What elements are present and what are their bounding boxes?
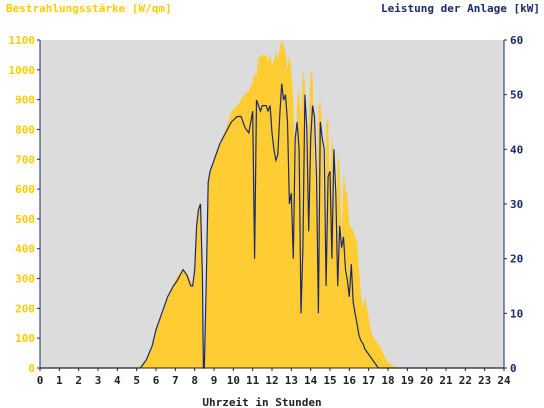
y-left-tick-label: 400 bbox=[15, 243, 35, 256]
x-tick-label: 19 bbox=[401, 374, 414, 387]
x-tick-label: 17 bbox=[362, 374, 375, 387]
irradiance-area bbox=[40, 40, 504, 368]
x-tick-label: 12 bbox=[265, 374, 278, 387]
x-axis-label: Uhrzeit in Stunden bbox=[202, 396, 321, 408]
x-tick-label: 7 bbox=[172, 374, 179, 387]
y-right-tick-label: 50 bbox=[510, 89, 523, 102]
y-left-tick-label: 200 bbox=[15, 302, 35, 315]
x-tick-label: 16 bbox=[343, 374, 357, 387]
y-left-tick-label: 600 bbox=[15, 183, 35, 196]
x-tick-label: 24 bbox=[497, 374, 511, 387]
y-left-tick-label: 1000 bbox=[9, 64, 36, 77]
y-right-tick-label: 0 bbox=[510, 362, 517, 375]
x-tick-label: 13 bbox=[285, 374, 298, 387]
y-left-tick-label: 300 bbox=[15, 273, 35, 286]
x-tick-label: 0 bbox=[37, 374, 44, 387]
chart-title-right: Leistung der Anlage [kW] bbox=[381, 2, 540, 15]
y-right-tick-label: 10 bbox=[510, 307, 523, 320]
chart-title-left: Bestrahlungsstärke [W/qm] bbox=[6, 2, 172, 15]
x-tick-label: 18 bbox=[381, 374, 394, 387]
x-tick-label: 8 bbox=[191, 374, 198, 387]
x-tick-label: 9 bbox=[211, 374, 218, 387]
x-tick-label: 21 bbox=[439, 374, 453, 387]
x-tick-label: 22 bbox=[459, 374, 472, 387]
y-left-tick-label: 0 bbox=[28, 362, 35, 375]
x-tick-label: 10 bbox=[227, 374, 240, 387]
y-left-tick-label: 1100 bbox=[9, 34, 36, 47]
y-right-tick-label: 30 bbox=[510, 198, 523, 211]
x-tick-label: 2 bbox=[75, 374, 82, 387]
power-line bbox=[40, 83, 504, 369]
y-right-tick-label: 20 bbox=[510, 253, 523, 266]
x-tick-label: 3 bbox=[95, 374, 102, 387]
x-tick-label: 15 bbox=[323, 374, 336, 387]
y-left-tick-label: 100 bbox=[15, 332, 35, 345]
x-tick-label: 23 bbox=[478, 374, 491, 387]
y-right-tick-label: 60 bbox=[510, 34, 523, 47]
x-tick-label: 14 bbox=[304, 374, 318, 387]
x-tick-label: 4 bbox=[114, 374, 121, 387]
x-tick-label: 1 bbox=[56, 374, 63, 387]
x-tick-label: 5 bbox=[133, 374, 140, 387]
y-left-tick-label: 700 bbox=[15, 153, 35, 166]
x-tick-label: 20 bbox=[420, 374, 433, 387]
y-left-tick-label: 900 bbox=[15, 94, 35, 107]
x-tick-label: 6 bbox=[153, 374, 160, 387]
y-left-tick-label: 500 bbox=[15, 213, 35, 226]
x-tick-label: 11 bbox=[246, 374, 260, 387]
y-left-tick-label: 800 bbox=[15, 123, 35, 136]
axes-layer: 0100200300400500600700800900100011000102… bbox=[9, 34, 524, 387]
series-layer bbox=[40, 40, 504, 369]
y-right-tick-label: 40 bbox=[510, 143, 523, 156]
